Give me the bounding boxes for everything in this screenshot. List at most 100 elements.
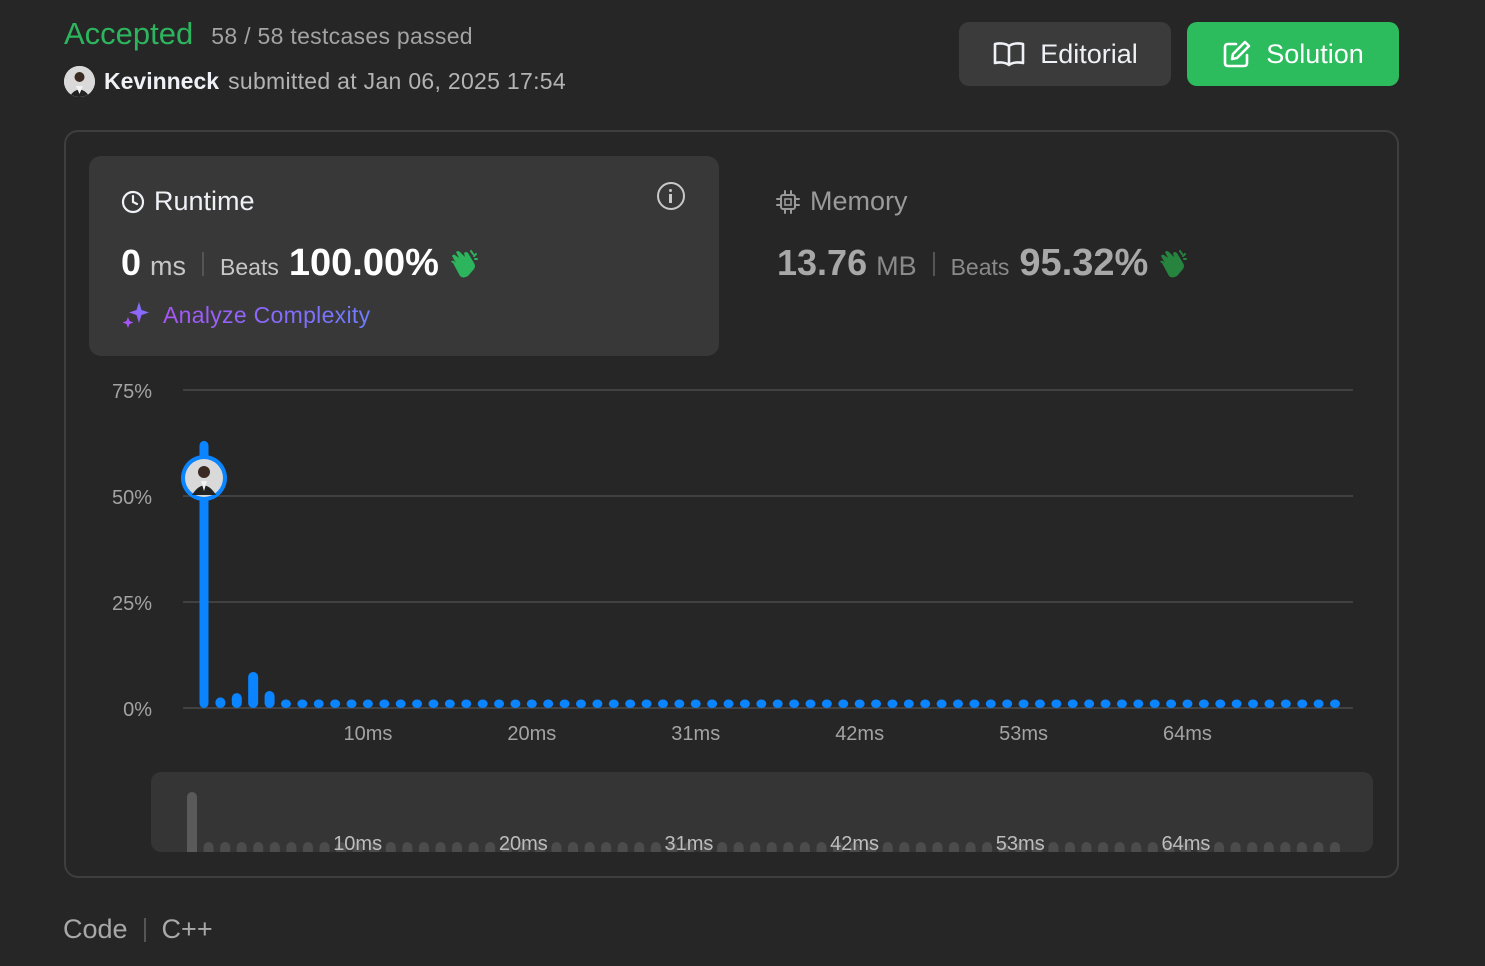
chart-bar[interactable] <box>510 699 521 708</box>
scrubber-bar <box>949 842 959 852</box>
chart-bar[interactable] <box>1313 699 1324 708</box>
chart-bar[interactable] <box>412 699 423 708</box>
chart-bar[interactable] <box>526 699 537 708</box>
chart-bar[interactable] <box>674 699 685 708</box>
chart-bar[interactable] <box>379 699 390 708</box>
chart-bar[interactable] <box>330 699 341 708</box>
chart-bar[interactable] <box>248 671 259 708</box>
chart-bar[interactable] <box>1264 699 1275 708</box>
chart-bar[interactable] <box>887 699 898 708</box>
x-tick-label: 10ms <box>343 723 392 745</box>
runtime-card[interactable]: Runtime 0 ms Beats 100.00% Analyze Compl… <box>89 156 719 356</box>
chart-bar[interactable] <box>805 699 816 708</box>
chart-bar[interactable] <box>657 699 668 708</box>
chart-bar[interactable] <box>362 699 373 708</box>
chart-bar[interactable] <box>1297 699 1308 708</box>
chart-bar[interactable] <box>559 699 570 708</box>
chart-bar[interactable] <box>346 699 357 708</box>
chart-range-scrubber[interactable]: 10ms 20ms 31ms 42ms 53ms 64ms <box>151 772 1373 852</box>
chart-bar[interactable] <box>1248 699 1259 708</box>
chart-bar[interactable] <box>576 699 586 708</box>
y-tick-label: 0% <box>123 699 152 721</box>
chart-bar[interactable] <box>1215 699 1226 708</box>
scrubber-bar <box>899 842 910 852</box>
chart-bar[interactable] <box>854 699 865 708</box>
chart-bar[interactable] <box>280 699 291 708</box>
solution-button[interactable]: Solution <box>1187 22 1399 86</box>
chart-bar[interactable] <box>1100 699 1111 708</box>
chart-bar[interactable] <box>1231 699 1242 708</box>
chart-bar[interactable] <box>1149 699 1160 708</box>
chart-bar[interactable] <box>707 699 718 708</box>
chart-bar[interactable] <box>461 699 472 708</box>
analyze-complexity-link[interactable]: Analyze Complexity <box>121 301 370 329</box>
editorial-button[interactable]: Editorial <box>959 22 1171 86</box>
chart-bar[interactable] <box>723 699 734 708</box>
chart-bar[interactable] <box>1051 699 1062 708</box>
chart-bar[interactable] <box>1034 699 1045 708</box>
code-language[interactable]: C++ <box>161 914 213 944</box>
chart-bar[interactable] <box>395 699 406 708</box>
chart-bar[interactable] <box>903 699 914 708</box>
chart-bar[interactable] <box>1067 699 1078 708</box>
chart-bar[interactable] <box>625 699 636 708</box>
avatar[interactable] <box>64 66 95 97</box>
chart-bar[interactable] <box>936 699 947 708</box>
chart-bar[interactable] <box>1280 699 1291 708</box>
chart-bar[interactable] <box>1198 699 1209 708</box>
chart-bar[interactable] <box>313 699 324 708</box>
chart-bar[interactable] <box>1116 699 1127 708</box>
chart-bar[interactable] <box>231 693 242 708</box>
user-position-marker[interactable] <box>181 455 227 501</box>
scrubber-tick-label: 10ms <box>333 833 382 852</box>
chart-bar[interactable] <box>444 699 455 708</box>
chart-bar[interactable] <box>1330 699 1340 708</box>
scrubber-bar <box>1330 842 1340 852</box>
username-link[interactable]: Kevinneck <box>104 68 220 94</box>
chart-bar[interactable] <box>953 699 963 708</box>
chart-bar[interactable] <box>821 699 832 708</box>
chart-bar[interactable] <box>641 699 652 708</box>
scrubber-tick-label: 64ms <box>1161 833 1210 852</box>
chart-bar[interactable] <box>477 699 488 708</box>
chart-bar[interactable] <box>871 699 882 708</box>
analyze-complexity-label: Analyze Complexity <box>163 301 371 328</box>
memory-beats-label: Beats <box>950 254 1010 280</box>
scrubber-bar <box>915 842 926 852</box>
sparkle-icon <box>122 302 149 328</box>
chart-bar[interactable] <box>756 699 767 708</box>
chart-bar[interactable] <box>690 699 701 708</box>
chart-bar[interactable] <box>428 699 439 708</box>
chart-bar[interactable] <box>592 699 603 708</box>
chart-bar[interactable] <box>494 699 505 708</box>
chart-bar[interactable] <box>772 699 783 708</box>
chart-bar[interactable] <box>789 699 800 708</box>
runtime-distribution-chart[interactable]: 0% 25% 50% 75% 10ms 20ms 31ms 42ms 53ms 64ms <box>90 380 1370 760</box>
chart-bar[interactable] <box>199 440 209 708</box>
chart-bar[interactable] <box>1133 699 1144 708</box>
scrubber-bar <box>1197 842 1208 852</box>
scrubber-bar <box>982 842 993 852</box>
runtime-value: 0 <box>121 242 142 283</box>
scrubber-bar <box>302 842 313 852</box>
memory-card[interactable]: Memory 13.76 MB Beats 95.32% <box>749 156 1379 356</box>
chart-bar[interactable] <box>1166 699 1177 708</box>
chart-bar[interactable] <box>543 699 554 708</box>
chart-bar[interactable] <box>1002 699 1013 708</box>
chart-bar[interactable] <box>215 697 226 708</box>
chart-bar[interactable] <box>1084 699 1095 708</box>
chart-bar[interactable] <box>969 699 980 708</box>
chart-bar[interactable] <box>1182 699 1193 708</box>
chart-bar[interactable] <box>985 699 996 708</box>
info-icon[interactable] <box>657 182 685 210</box>
scrubber-bar <box>319 842 330 852</box>
chart-bar[interactable] <box>739 699 750 708</box>
scrubber-bar <box>534 842 545 852</box>
chart-bar[interactable] <box>297 699 308 708</box>
chart-bar[interactable] <box>920 699 931 708</box>
submitter-line: Kevinneck submitted at Jan 06, 2025 17:5… <box>64 66 566 97</box>
chart-bar[interactable] <box>1018 699 1029 708</box>
chart-bar[interactable] <box>608 699 619 708</box>
chart-bar[interactable] <box>264 691 275 708</box>
chart-bar[interactable] <box>838 699 849 708</box>
